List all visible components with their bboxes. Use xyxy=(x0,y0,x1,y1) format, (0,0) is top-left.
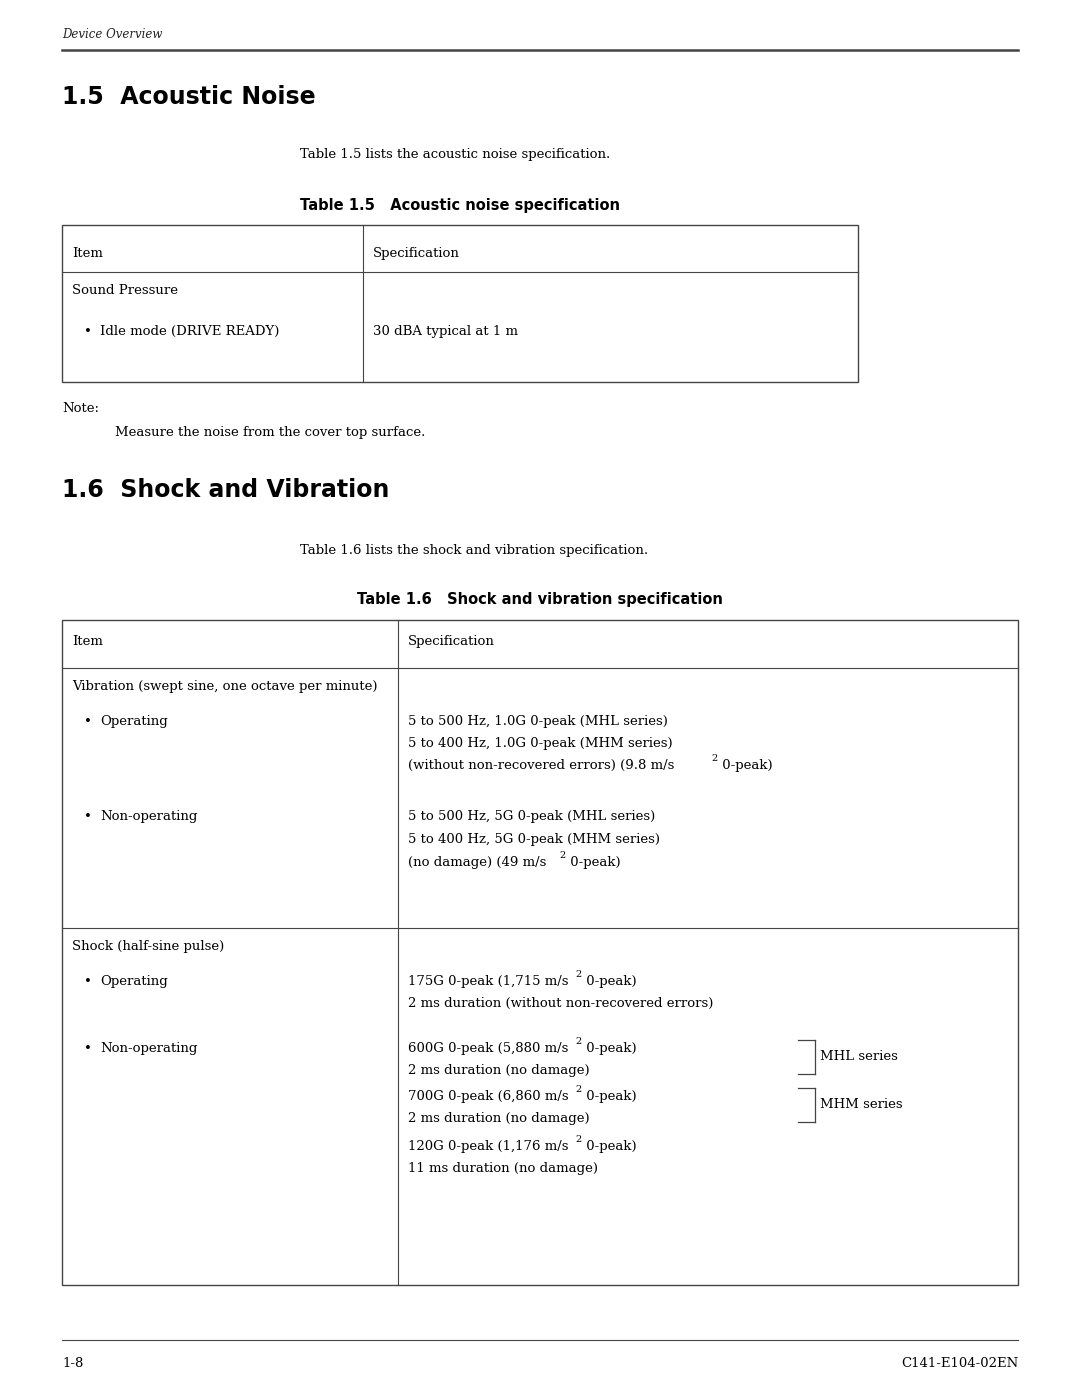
Text: 0-peak): 0-peak) xyxy=(582,1042,636,1055)
Text: 700G 0-peak (6,860 m/s: 700G 0-peak (6,860 m/s xyxy=(408,1090,569,1104)
Text: Non-operating: Non-operating xyxy=(100,1042,198,1055)
Text: •: • xyxy=(84,1042,92,1055)
Text: Table 1.6 lists the shock and vibration specification.: Table 1.6 lists the shock and vibration … xyxy=(300,543,648,557)
Text: Measure the noise from the cover top surface.: Measure the noise from the cover top sur… xyxy=(114,426,426,439)
Text: Table 1.5 lists the acoustic noise specification.: Table 1.5 lists the acoustic noise speci… xyxy=(300,148,610,161)
Text: 0-peak): 0-peak) xyxy=(566,856,621,869)
Text: 0-peak): 0-peak) xyxy=(582,1140,636,1153)
Text: 2 ms duration (without non-recovered errors): 2 ms duration (without non-recovered err… xyxy=(408,997,714,1010)
Text: Item: Item xyxy=(72,636,103,648)
Bar xyxy=(62,620,1018,1285)
Text: 1-8: 1-8 xyxy=(62,1356,83,1370)
Text: Table 1.5   Acoustic noise specification: Table 1.5 Acoustic noise specification xyxy=(300,198,620,212)
Text: 30 dBA typical at 1 m: 30 dBA typical at 1 m xyxy=(373,326,518,338)
Text: 5 to 400 Hz, 5G 0-peak (MHM series): 5 to 400 Hz, 5G 0-peak (MHM series) xyxy=(408,833,660,847)
Text: Item: Item xyxy=(72,247,103,260)
Text: Specification: Specification xyxy=(373,247,460,260)
Text: 11 ms duration (no damage): 11 ms duration (no damage) xyxy=(408,1162,598,1175)
Text: Sound Pressure: Sound Pressure xyxy=(72,284,178,298)
Text: 2: 2 xyxy=(575,1037,581,1046)
Text: Non-operating: Non-operating xyxy=(100,810,198,823)
Text: Vibration (swept sine, one octave per minute): Vibration (swept sine, one octave per mi… xyxy=(72,680,378,693)
Text: (no damage) (49 m/s: (no damage) (49 m/s xyxy=(408,856,546,869)
Text: 2 ms duration (no damage): 2 ms duration (no damage) xyxy=(408,1065,590,1077)
Text: C141-E104-02EN: C141-E104-02EN xyxy=(901,1356,1018,1370)
Text: 120G 0-peak (1,176 m/s: 120G 0-peak (1,176 m/s xyxy=(408,1140,568,1153)
Text: Shock (half-sine pulse): Shock (half-sine pulse) xyxy=(72,940,225,953)
Text: 2: 2 xyxy=(711,754,717,763)
Text: •: • xyxy=(84,326,92,338)
Text: (without non-recovered errors) (9.8 m/s: (without non-recovered errors) (9.8 m/s xyxy=(408,759,674,773)
Text: 2: 2 xyxy=(575,1085,581,1094)
Text: Device Overview: Device Overview xyxy=(62,28,162,41)
Text: 2: 2 xyxy=(575,970,581,979)
Text: Table 1.6   Shock and vibration specification: Table 1.6 Shock and vibration specificat… xyxy=(357,592,723,608)
Text: Operating: Operating xyxy=(100,975,167,988)
Text: •: • xyxy=(84,715,92,728)
Text: 2: 2 xyxy=(559,851,565,861)
Text: 175G 0-peak (1,715 m/s: 175G 0-peak (1,715 m/s xyxy=(408,975,568,988)
Text: Idle mode (DRIVE READY): Idle mode (DRIVE READY) xyxy=(100,326,280,338)
Text: MHM series: MHM series xyxy=(820,1098,903,1112)
Text: 0-peak): 0-peak) xyxy=(582,975,636,988)
Text: MHL series: MHL series xyxy=(820,1051,897,1063)
Text: 1.6  Shock and Vibration: 1.6 Shock and Vibration xyxy=(62,478,390,502)
Text: •: • xyxy=(84,975,92,988)
Text: 0-peak): 0-peak) xyxy=(718,759,772,773)
Text: 1.5  Acoustic Noise: 1.5 Acoustic Noise xyxy=(62,85,315,109)
Text: 600G 0-peak (5,880 m/s: 600G 0-peak (5,880 m/s xyxy=(408,1042,568,1055)
Text: 5 to 500 Hz, 1.0G 0-peak (MHL series): 5 to 500 Hz, 1.0G 0-peak (MHL series) xyxy=(408,715,667,728)
Text: 2: 2 xyxy=(575,1134,581,1144)
Text: Note:: Note: xyxy=(62,402,99,415)
Bar xyxy=(62,225,858,381)
Text: •: • xyxy=(84,810,92,823)
Text: 5 to 500 Hz, 5G 0-peak (MHL series): 5 to 500 Hz, 5G 0-peak (MHL series) xyxy=(408,810,656,823)
Text: 2 ms duration (no damage): 2 ms duration (no damage) xyxy=(408,1112,590,1125)
Text: 5 to 400 Hz, 1.0G 0-peak (MHM series): 5 to 400 Hz, 1.0G 0-peak (MHM series) xyxy=(408,738,673,750)
Text: Specification: Specification xyxy=(408,636,495,648)
Text: Operating: Operating xyxy=(100,715,167,728)
Text: 0-peak): 0-peak) xyxy=(582,1090,636,1104)
